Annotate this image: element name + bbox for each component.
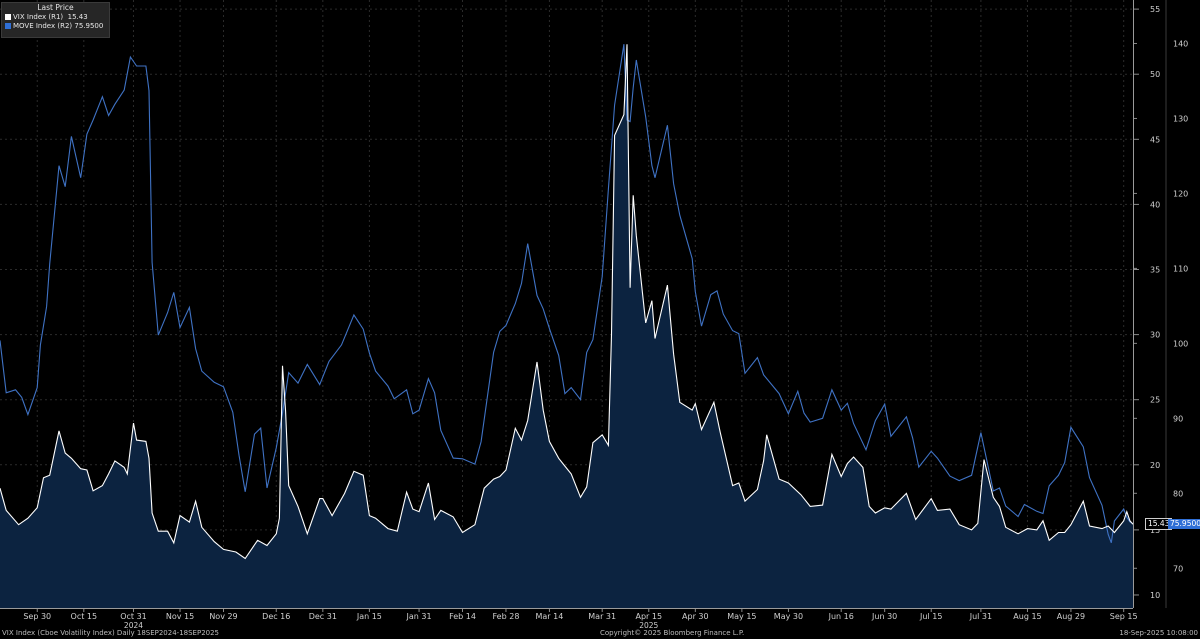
move-line — [0, 44, 1134, 543]
vix-line — [0, 44, 1134, 560]
y-r1-tick-label: 25 — [1150, 396, 1160, 405]
x-tick-label: Sep 30 — [23, 612, 51, 621]
x-tick-label: Mar 31 — [588, 612, 616, 621]
legend-item-move: MOVE Index (R2) 75.9500 — [2, 22, 109, 32]
legend-value-move: 75.9500 — [74, 22, 104, 30]
footer-center: Copyright© 2025 Bloomberg Finance L.P. — [600, 629, 745, 637]
y-r1-tick-label: 30 — [1150, 331, 1160, 340]
y-r1-tick-label: 45 — [1150, 135, 1160, 144]
y-r2-tick-label: 100 — [1173, 339, 1188, 348]
legend-header: Last Price — [37, 3, 74, 12]
x-tick-label: Aug 29 — [1057, 612, 1085, 621]
y-r2-tick-label: 140 — [1173, 39, 1188, 48]
x-tick-label: Nov 29 — [209, 612, 237, 621]
legend-swatch-move — [5, 23, 11, 29]
x-tick-label: Aug 15 — [1013, 612, 1041, 621]
x-tick-label: May 15 — [727, 612, 756, 621]
y-r2-tick-label: 130 — [1173, 114, 1188, 123]
y-r1-tick-label: 20 — [1150, 461, 1160, 470]
legend-item-vix: VIX Index (R1) 15.43 — [2, 13, 109, 23]
x-year-label: 2024 — [124, 621, 143, 630]
last-price-badge-move: 75.9500 — [1168, 518, 1200, 529]
x-tick-label: Feb 28 — [493, 612, 520, 621]
y-r2-tick-label: 110 — [1173, 264, 1188, 273]
vix-area-layer — [0, 44, 1133, 609]
y-r1-tick-label: 35 — [1150, 265, 1160, 274]
y-r1-tick-label: 15 — [1150, 526, 1160, 535]
y-r1-tick-label: 55 — [1150, 5, 1160, 14]
x-tick-label: Jun 16 — [828, 612, 854, 621]
footer-right: 18-Sep-2025 10:08:00 — [1119, 629, 1198, 637]
x-tick-label: Feb 14 — [449, 612, 476, 621]
x-tick-label: Jan 31 — [406, 612, 432, 621]
legend-swatch-vix — [5, 13, 11, 20]
x-tick-label: Apr 30 — [682, 612, 709, 621]
x-tick-label: Jul 31 — [969, 612, 992, 621]
vix-area — [0, 44, 1133, 609]
footer-left: VIX Index (Cboe Volatility Index) Daily … — [2, 629, 220, 637]
legend-value-vix: 15.43 — [67, 12, 88, 21]
x-tick-label: Jan 15 — [356, 612, 382, 621]
x-tick-label: May 30 — [774, 612, 803, 621]
y-r2-tick-label: 70 — [1173, 564, 1183, 573]
y-r2-tick-label: 90 — [1173, 414, 1183, 423]
x-tick-label: Mar 14 — [536, 612, 564, 621]
y-r2-tick-label: 120 — [1173, 189, 1188, 198]
series-line-layer — [0, 44, 1134, 560]
y-r1-tick-label: 10 — [1150, 591, 1160, 600]
x-tick-label: Jul 15 — [919, 612, 942, 621]
legend-label-move: MOVE Index (R2) — [13, 22, 73, 30]
x-tick-label: Nov 15 — [166, 612, 194, 621]
x-tick-label: Sep 15 — [1110, 612, 1138, 621]
x-tick-label: Apr 15 — [635, 612, 662, 621]
x-tick-label: Oct 15 — [71, 612, 98, 621]
x-tick-label: Dec 31 — [309, 612, 337, 621]
legend: Last Price VIX Index (R1) 15.43 MOVE Ind… — [1, 2, 110, 38]
x-tick-label: Oct 31 — [120, 612, 147, 621]
y-r2-tick-label: 80 — [1173, 489, 1183, 498]
x-year-label: 2025 — [639, 621, 658, 630]
y-r1-tick-label: 50 — [1150, 70, 1160, 79]
legend-label-vix: VIX Index (R1) — [13, 12, 64, 21]
axes: Sep 30 Oct 15 Oct 31 Nov 15 Nov 29 Dec 16 Dec … — [0, 0, 1188, 630]
y-r1-tick-label: 40 — [1150, 200, 1160, 209]
x-tick-label: Dec 16 — [262, 612, 290, 621]
x-tick-label: Jun 30 — [871, 612, 897, 621]
